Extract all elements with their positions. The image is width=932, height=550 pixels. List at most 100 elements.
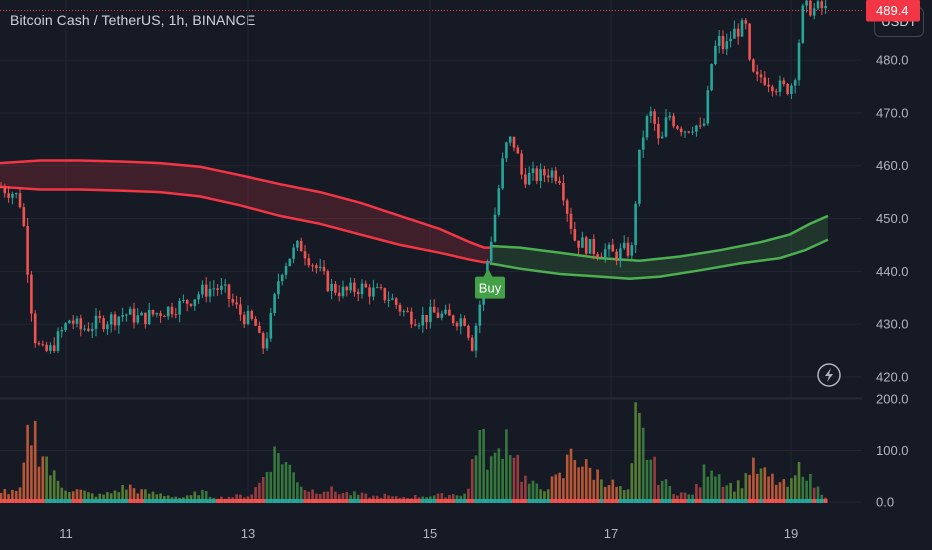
candle: [360, 279, 364, 299]
volume-base: [234, 499, 239, 503]
candle: [250, 309, 254, 321]
bear-band-lower-line: [0, 185, 490, 264]
volume-base: [812, 499, 817, 503]
volume-bar: [744, 473, 748, 502]
volume-base: [610, 499, 615, 503]
volume-base: [451, 499, 456, 503]
volume-base: [75, 499, 79, 503]
volume-base: [645, 499, 649, 503]
volume-base: [48, 499, 53, 503]
candle: [387, 291, 390, 308]
candle: [163, 314, 166, 318]
candle: [280, 273, 284, 286]
candle: [516, 144, 520, 154]
candle: [292, 243, 295, 264]
candle: [630, 242, 634, 259]
volume-base: [724, 499, 729, 503]
volume-bar: [679, 492, 683, 502]
candle: [569, 207, 573, 235]
volume-base: [633, 499, 638, 503]
volume-base: [177, 499, 182, 503]
volume-bar: [387, 495, 390, 502]
volume-bar: [151, 491, 155, 502]
volume-bar: [155, 494, 159, 502]
candle: [201, 280, 204, 298]
volume-base: [705, 499, 710, 503]
volume-bar: [634, 402, 637, 502]
volume-base: [508, 499, 513, 503]
volume-base: [314, 499, 319, 503]
candle: [353, 278, 356, 297]
volume-base: [717, 499, 722, 503]
candle: [90, 322, 94, 339]
volume-bar: [463, 493, 466, 502]
candle: [151, 309, 155, 317]
volume-base: [200, 499, 205, 503]
volume-base: [576, 499, 581, 503]
volume-bar: [322, 491, 326, 502]
volume-base: [766, 499, 771, 503]
candle: [603, 243, 607, 263]
candle: [634, 201, 637, 253]
volume-base: [306, 499, 311, 503]
volume-base: [390, 499, 395, 503]
volume-base: [82, 499, 87, 503]
volume-bar: [7, 494, 10, 502]
volume-bar: [550, 476, 554, 502]
candle: [60, 326, 64, 338]
volume-bar: [649, 459, 653, 502]
candle: [311, 263, 314, 272]
candle: [220, 278, 223, 295]
volume-bar: [22, 462, 26, 502]
candle: [197, 291, 200, 304]
candle: [11, 191, 14, 205]
candle: [812, 3, 816, 20]
lightning-icon[interactable]: [817, 363, 841, 387]
candle: [733, 20, 736, 39]
volume-bar: [505, 429, 508, 502]
volume-bar: [375, 495, 379, 502]
time-tick-label: 13: [241, 526, 255, 541]
volume-base: [816, 499, 820, 503]
volume-bar: [451, 494, 455, 502]
volume-base: [667, 499, 672, 503]
volume-bar: [653, 456, 656, 502]
volume-base: [420, 499, 425, 503]
volume-base: [470, 499, 475, 503]
volume-base: [405, 499, 410, 503]
volume-bar: [448, 495, 451, 502]
volume-base: [154, 499, 159, 503]
volume-base: [800, 499, 805, 503]
candle: [303, 245, 307, 266]
candle: [87, 322, 90, 332]
volume-base: [37, 499, 41, 503]
candle: [413, 319, 417, 327]
volume-base: [208, 499, 212, 503]
volume-base: [52, 499, 57, 503]
buy-marker[interactable]: Buy: [475, 268, 505, 299]
volume-base: [584, 499, 589, 503]
volume-bar: [79, 489, 83, 502]
volume-base: [770, 499, 775, 503]
candle: [132, 302, 136, 329]
candle: [493, 207, 497, 243]
volume-bar: [721, 486, 725, 502]
candle: [565, 198, 569, 222]
volume-base: [272, 499, 277, 503]
candle: [330, 279, 333, 300]
volume-bar: [189, 495, 193, 502]
volume-bar: [45, 456, 48, 502]
volume-base: [599, 499, 604, 503]
candle: [740, 18, 744, 37]
volume-base: [56, 499, 60, 503]
volume-bar: [0, 492, 3, 502]
candle: [535, 165, 539, 185]
candle: [451, 314, 455, 326]
volume-base: [656, 499, 661, 503]
candle: [140, 311, 143, 316]
volume-base: [299, 499, 304, 503]
volume-bar: [18, 487, 22, 502]
candle: [71, 314, 75, 330]
candle: [337, 285, 341, 302]
